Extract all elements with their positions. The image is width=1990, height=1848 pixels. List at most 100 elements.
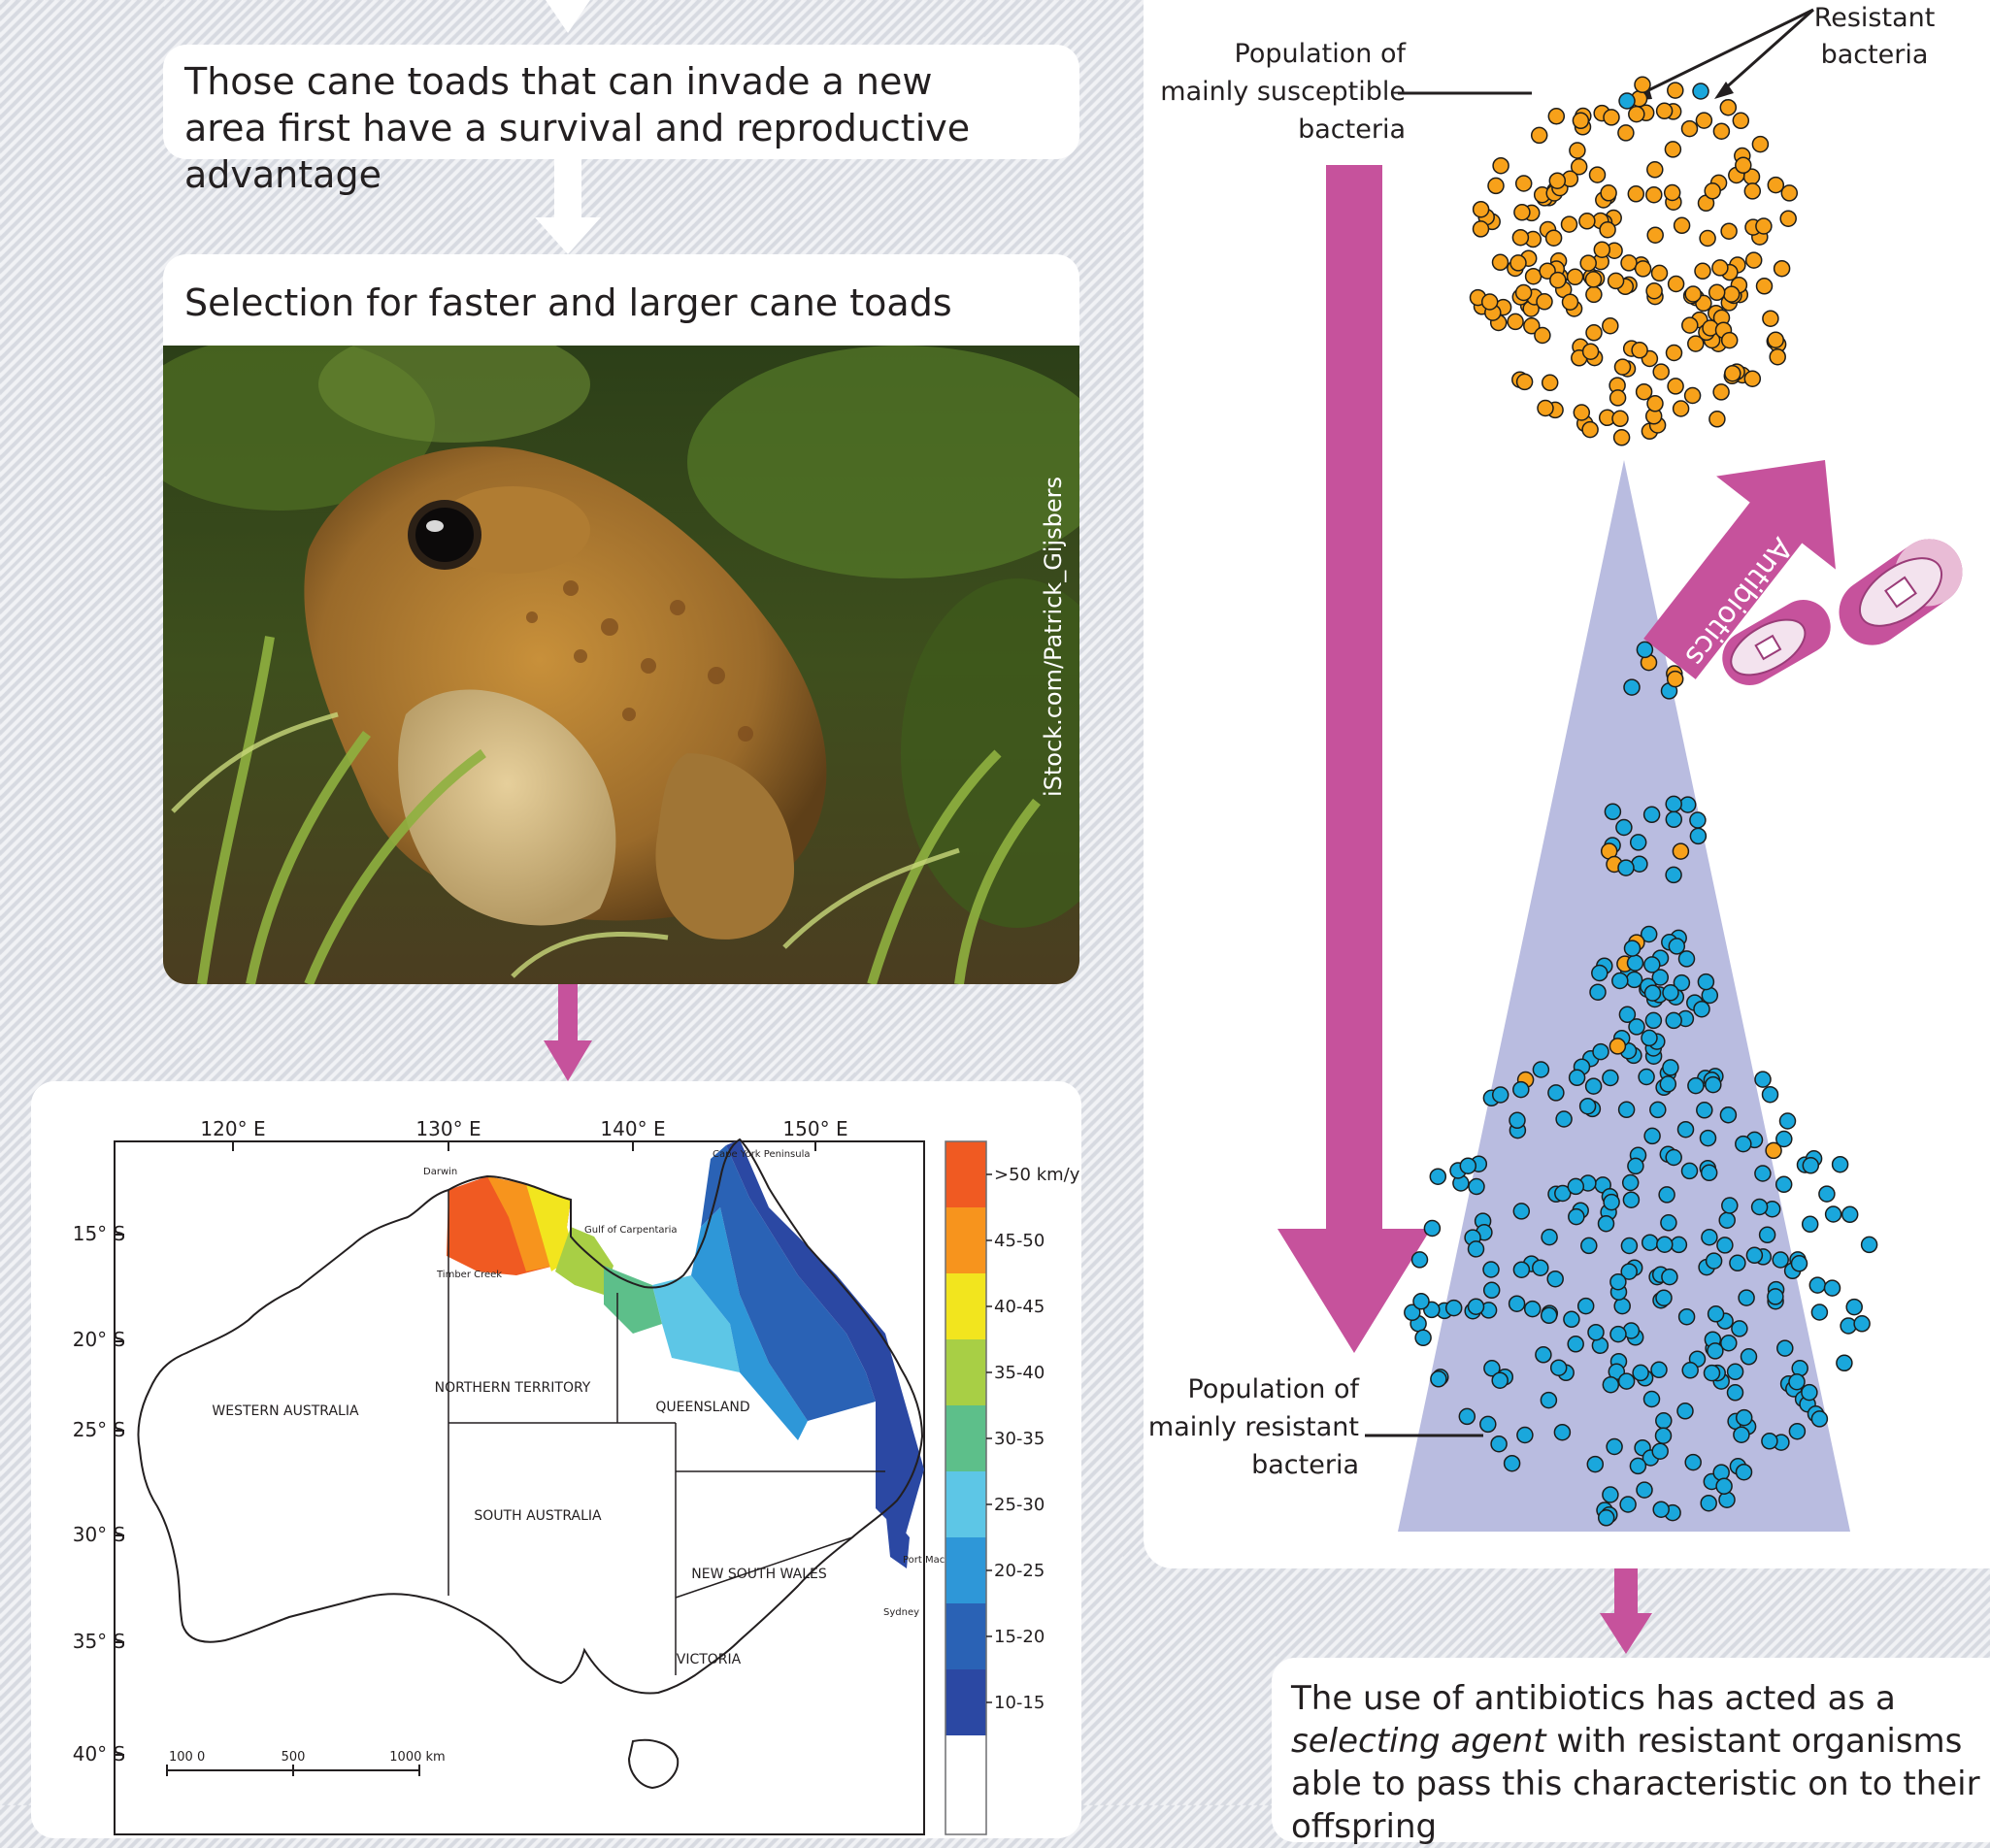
- tasmania-outline: [627, 1738, 680, 1790]
- bacterium: [1603, 1193, 1620, 1211]
- lon-label-130: 130° E: [415, 1117, 481, 1140]
- legend-swatch-7: [945, 1603, 986, 1669]
- surviving-bacteria-1: [1623, 641, 1684, 700]
- bacterium: [1720, 222, 1738, 240]
- label-resistant-bacteria: Resistant bacteria: [1813, 3, 1936, 70]
- bacterium: [1629, 834, 1647, 851]
- bacterium-resistant: [1692, 82, 1709, 100]
- bacterium: [1512, 1080, 1530, 1099]
- bacterium: [1514, 175, 1533, 192]
- bacterium: [1620, 1263, 1638, 1280]
- bacterium: [1472, 220, 1490, 238]
- bacterium: [1568, 1207, 1585, 1226]
- bacterium: [1586, 1455, 1605, 1473]
- bacterium: [1491, 1086, 1509, 1104]
- bacterium: [1697, 973, 1715, 991]
- bacterium: [1745, 1246, 1764, 1265]
- bacterium: [1665, 810, 1683, 829]
- bacterium: [1540, 1306, 1558, 1325]
- bacterium: [1767, 331, 1784, 348]
- bacterium: [1404, 1304, 1421, 1322]
- bacterium: [1617, 1101, 1636, 1119]
- bacterium: [1617, 1372, 1636, 1390]
- bacterium: [1569, 142, 1586, 159]
- bacterium: [1707, 1342, 1724, 1360]
- bacterium: [1641, 1234, 1659, 1251]
- bacterium: [1566, 268, 1584, 286]
- bacterium: [1606, 1437, 1623, 1456]
- bacterium: [1722, 285, 1741, 303]
- bacterium: [1511, 228, 1530, 247]
- legend-swatch-1: [945, 1207, 986, 1273]
- bacterium: [1634, 260, 1652, 278]
- bacterium: [1602, 1486, 1619, 1503]
- label-resistant-population: Population of mainly resistant bacteria: [1147, 1374, 1359, 1480]
- bacterium: [1712, 383, 1730, 401]
- bacterium: [1458, 1407, 1476, 1426]
- bacterium: [1705, 1075, 1722, 1094]
- bacterium: [1663, 183, 1681, 202]
- bacterium: [1491, 253, 1509, 272]
- bacterium: [1643, 984, 1662, 1002]
- bacterium: [1532, 1259, 1549, 1276]
- resistance-diagram: Antibiotics: [1277, 8, 1963, 1532]
- bacterium: [1738, 1289, 1755, 1306]
- bacterium: [1673, 216, 1691, 235]
- bacterium: [1472, 200, 1490, 218]
- bacterium: [1801, 1383, 1818, 1402]
- bacterium: [1617, 124, 1635, 142]
- bacterium: [1836, 1354, 1853, 1372]
- bacterium: [1646, 395, 1664, 412]
- bacterium: [1740, 1348, 1758, 1366]
- bacterium: [1632, 1364, 1649, 1382]
- bacterium: [1444, 1299, 1463, 1317]
- bacterium: [1512, 1261, 1531, 1278]
- bacterium: [1689, 811, 1707, 829]
- bacterium: [1585, 285, 1603, 304]
- bacterium: [1602, 316, 1619, 335]
- bacterium: [1841, 1205, 1859, 1224]
- bacterium: [1776, 1339, 1794, 1357]
- bacterium: [1726, 1384, 1744, 1402]
- spread-rate-legend: >50 km/yr 45-50 40-45 35-40 30-35 25-30 …: [945, 1140, 1081, 1835]
- bacterium: [1780, 184, 1799, 202]
- bacterium: [1733, 1426, 1750, 1443]
- bacterium: [1651, 969, 1670, 986]
- bacterium: [1634, 76, 1651, 94]
- bacterium: [1515, 373, 1534, 391]
- bacterium: [1670, 1236, 1688, 1254]
- lat-label-20: 20° S: [73, 1328, 126, 1351]
- bacterium: [1721, 1197, 1739, 1214]
- bacterium: [1530, 126, 1548, 145]
- region-queensland: QUEENSLAND: [655, 1400, 749, 1415]
- bacterium: [1573, 404, 1591, 421]
- bacterium: [1808, 1276, 1827, 1294]
- photo-credit: iStock.com/Patrick_Gijsbers: [1040, 477, 1067, 797]
- bacterium: [1687, 1076, 1705, 1095]
- bacterium: [1694, 262, 1711, 280]
- bacterium: [1729, 1254, 1746, 1272]
- bacterium: [1668, 938, 1686, 955]
- bacterium: [1644, 1011, 1663, 1030]
- step-advantage-box: Those cane toads that can invade a new a…: [163, 45, 1079, 196]
- legend-swatch-4: [945, 1405, 986, 1471]
- surviving-bacteria-2: [1600, 795, 1708, 884]
- bacterium: [1667, 275, 1685, 293]
- bacterium: [1631, 342, 1648, 359]
- bacterium: [1636, 641, 1654, 659]
- bacterium: [1544, 229, 1563, 247]
- bacterium: [1658, 1186, 1675, 1204]
- bacterium: [1661, 1268, 1678, 1286]
- bacterium: [1755, 217, 1773, 235]
- cane-toad-photo: iStock.com/Patrick_Gijsbers: [163, 346, 1079, 984]
- bacterium: [1645, 281, 1663, 300]
- bacterium: [1636, 1481, 1653, 1499]
- bacterium: [1802, 1157, 1820, 1174]
- susceptible-population: [1469, 76, 1799, 446]
- bacterium: [1720, 331, 1739, 349]
- bacterium: [1687, 335, 1705, 352]
- bacterium: [1508, 1295, 1526, 1312]
- place-port-macquarie: Port Macquarie: [903, 1555, 976, 1566]
- bacterium: [1695, 112, 1713, 129]
- antibiotic-capsule-icon: [1839, 539, 1963, 645]
